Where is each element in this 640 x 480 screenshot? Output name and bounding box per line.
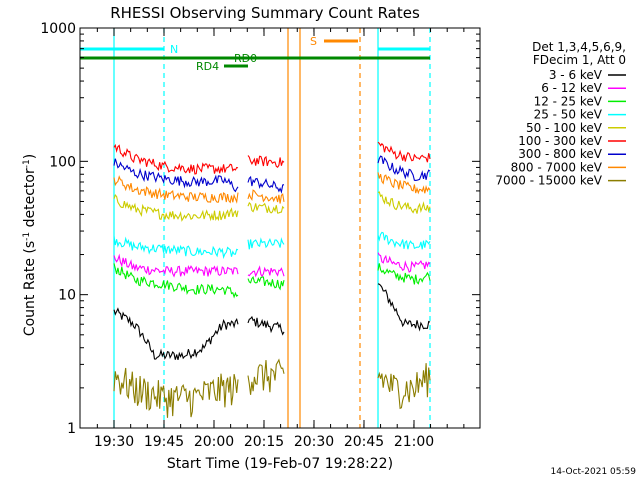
- series-trace-3-1: [113, 235, 239, 260]
- legend-header-line2: FDecim 1, Att 0: [533, 53, 626, 67]
- series-trace-2-3: [377, 263, 431, 285]
- y-tick-label: 1: [67, 421, 76, 437]
- legend-label: 100 - 300 keV: [518, 134, 602, 148]
- series-trace-4-3: [377, 191, 431, 214]
- series-trace-6-3: [377, 155, 431, 181]
- series-trace-8-2: [247, 358, 285, 395]
- y-axis-label-sup1: -1: [22, 232, 32, 241]
- y-axis-label: Count Rate (s-1 detector-1): [22, 154, 38, 336]
- series-trace-5-3: [377, 141, 431, 163]
- x-tick-label: 20:15: [244, 434, 284, 450]
- series-trace-6-1: [113, 158, 239, 193]
- series-trace-1-3: [377, 252, 431, 273]
- flag-label-s: S: [310, 35, 317, 48]
- series-trace-1-1: [113, 253, 239, 278]
- series-trace-6-2: [247, 175, 285, 194]
- series-trace-4-1: [113, 194, 239, 222]
- legend-label: 6 - 12 keV: [541, 81, 603, 95]
- legend: Det 1,3,4,5,6,9, FDecim 1, Att 0 3 - 6 k…: [495, 40, 626, 188]
- y-axis-label-part2: detector: [22, 168, 38, 232]
- flag-label-rd4: RD4: [196, 60, 219, 73]
- series-trace-8-1: [113, 367, 239, 418]
- series-trace-4-2: [247, 201, 285, 214]
- y-tick-label: 1000: [40, 21, 76, 37]
- x-tick-label: 20:45: [344, 434, 384, 450]
- y-axis-label-part3: ): [22, 154, 38, 159]
- series-trace-0-3: [377, 283, 431, 332]
- legend-header-line1: Det 1,3,4,5,6,9,: [532, 40, 626, 54]
- series-trace-7-1: [113, 175, 239, 204]
- series-trace-0-2: [247, 315, 285, 336]
- legend-label: 300 - 800 keV: [518, 147, 602, 161]
- series-trace-8-3: [377, 363, 431, 410]
- legend-label: 800 - 7000 keV: [511, 160, 603, 174]
- plot-area: N S RD0 RD4 1 10 100 1000 19:30 19:45 20:00 20:15 20…: [40, 21, 481, 450]
- legend-label: 25 - 50 keV: [534, 108, 603, 122]
- series-trace-3-2: [247, 237, 285, 250]
- series-trace-5-2: [247, 155, 285, 168]
- series-trace-7-2: [247, 189, 285, 204]
- x-axis-label: Start Time (19-Feb-07 19:28:22): [167, 456, 393, 472]
- flag-label-n: N: [170, 43, 178, 56]
- series-trace-2-2: [247, 275, 285, 291]
- series-trace-5-1: [113, 143, 239, 175]
- x-tick-label: 19:45: [144, 434, 184, 450]
- x-tick-label: 20:00: [194, 434, 234, 450]
- x-tick-label: 21:00: [394, 434, 434, 450]
- y-axis-label-part1: Count Rate (s: [22, 241, 38, 336]
- legend-label: 50 - 100 keV: [526, 121, 603, 135]
- x-tick-label: 19:30: [94, 434, 134, 450]
- y-axis-label-sup2: -1: [22, 159, 32, 168]
- series-trace-7-3: [377, 172, 431, 195]
- y-tick-label: 100: [49, 154, 76, 170]
- series-trace-1-2: [247, 265, 285, 278]
- plot-frame: [79, 27, 481, 429]
- chart-title: RHESSI Observing Summary Count Rates: [110, 4, 420, 22]
- legend-label: 12 - 25 keV: [534, 94, 603, 108]
- y-tick-label: 10: [58, 288, 76, 304]
- flag-label-rd0: RD0: [234, 52, 257, 65]
- x-tick-label: 20:30: [294, 434, 334, 450]
- legend-label: 7000 - 15000 keV: [495, 174, 602, 188]
- legend-label: 3 - 6 keV: [549, 68, 603, 82]
- series-trace-0-1: [113, 307, 239, 361]
- series-trace-2-1: [113, 263, 239, 299]
- series-trace-3-3: [377, 231, 431, 250]
- footer-timestamp: 14-Oct-2021 05:59: [551, 467, 637, 477]
